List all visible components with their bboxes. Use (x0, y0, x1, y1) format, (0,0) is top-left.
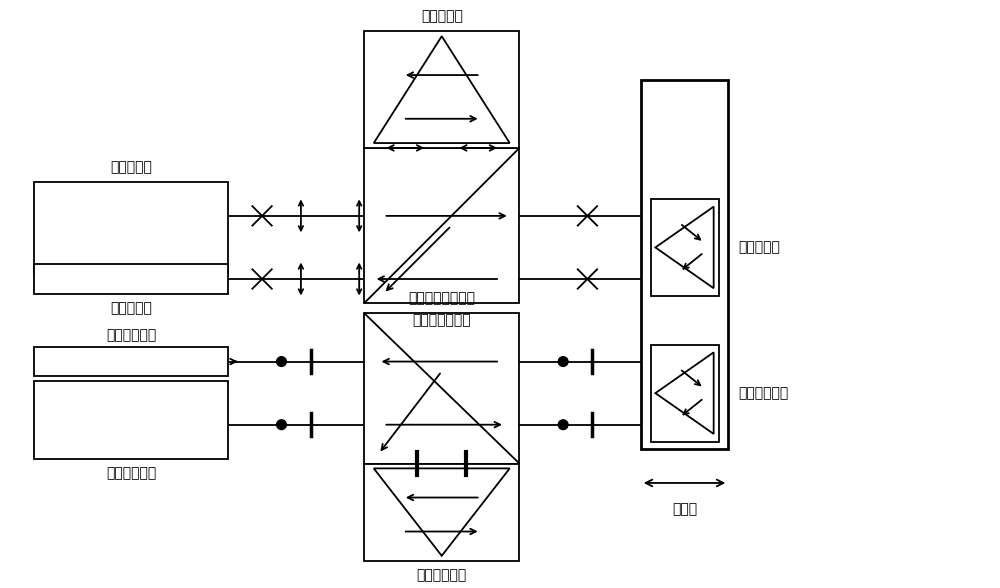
Bar (364, 148, 519, 303)
Bar (364, 463, 519, 560)
Bar (34, 182, 228, 274)
Circle shape (558, 420, 568, 430)
Text: 标准测量镜: 标准测量镜 (738, 240, 780, 255)
Bar (34, 381, 228, 459)
Bar (651, 345, 719, 442)
Bar (364, 31, 519, 148)
Bar (641, 80, 728, 449)
Text: 标准偏振分光镜: 标准偏振分光镜 (412, 313, 471, 327)
Text: 被校准参考镜: 被校准参考镜 (417, 569, 467, 583)
Circle shape (277, 357, 286, 366)
Text: 运动台: 运动台 (672, 502, 697, 516)
Bar (34, 265, 228, 293)
Bar (651, 199, 719, 296)
Circle shape (277, 420, 286, 430)
Text: 标准参考镜: 标准参考镜 (421, 9, 463, 24)
Text: 被校准测量镜: 被校准测量镜 (738, 386, 788, 400)
Text: 标准激光器: 标准激光器 (110, 160, 152, 174)
Text: 标准接收器: 标准接收器 (110, 301, 152, 315)
Bar (34, 347, 228, 376)
Text: 被校准激光器: 被校准激光器 (106, 466, 156, 480)
Bar (364, 313, 519, 463)
Text: 被校准接收器: 被校准接收器 (106, 328, 156, 342)
Circle shape (558, 357, 568, 366)
Text: 被校准偏振分光镜: 被校准偏振分光镜 (408, 291, 475, 305)
